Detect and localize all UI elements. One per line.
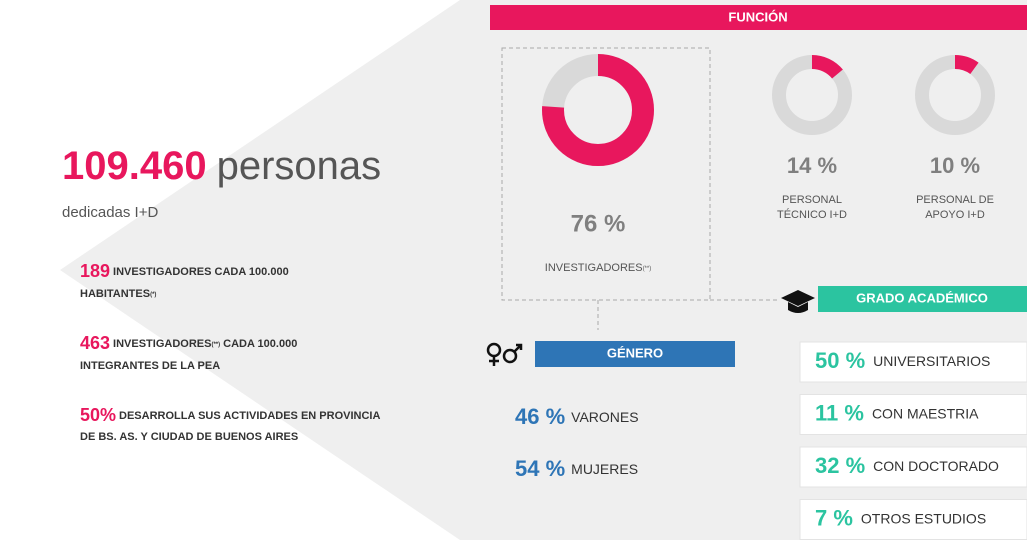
grado-name: CON MAESTRIA	[872, 405, 979, 421]
grado-row	[799, 341, 1027, 383]
background-shape	[60, 0, 1027, 540]
headline-caption: dedicadas I+D	[62, 204, 158, 221]
stat: HABITANTES(*)	[80, 288, 156, 300]
stat-text: CADA 100.000	[223, 338, 297, 350]
genero-percent: 54 %	[515, 456, 565, 481]
donut-arc	[915, 55, 995, 135]
stat-number: 463	[80, 333, 110, 353]
headline-unit: personas	[217, 144, 382, 188]
function-name: PERSONAL DE	[916, 194, 994, 206]
grado-row	[799, 499, 1027, 540]
headline-number: 109.460	[62, 144, 207, 188]
stat-text: INTEGRANTES DE LA PEA	[80, 360, 220, 372]
stat: 463 INVESTIGADORES(**) CADA 100.000	[80, 333, 297, 353]
function-name: INVESTIGADORES(**)	[545, 262, 651, 274]
stat-text: INVESTIGADORES	[113, 338, 211, 350]
function-name-text: APOYO I+D	[925, 209, 985, 221]
stat-text: INVESTIGADORES CADA 100.000	[113, 266, 289, 278]
function-name-text: PERSONAL	[782, 194, 842, 206]
genero-name: VARONES	[571, 409, 638, 425]
stat-text: DESARROLLA SUS ACTIVIDADES EN PROVINCIA	[119, 410, 380, 422]
donut-arc	[772, 55, 852, 135]
grado-row	[799, 446, 1027, 488]
function-name: PERSONAL	[782, 194, 842, 206]
function-note: (**)	[643, 266, 652, 272]
headline: 109.460 personas	[62, 144, 381, 188]
cap-icon	[781, 290, 815, 313]
gender-icon	[486, 342, 523, 366]
grado-item: 50 % UNIVERSITARIOS	[815, 348, 990, 373]
grado-name: CON DOCTORADO	[873, 458, 999, 474]
grado-percent: 7 %	[815, 505, 853, 530]
stat-text: DE BS. AS. Y CIUDAD DE BUENOS AIRES	[80, 431, 298, 443]
grado-percent: 32 %	[815, 453, 865, 478]
genero-item: 54 % MUJERES	[515, 456, 638, 481]
grado-row	[799, 394, 1027, 435]
percent: 14 %	[787, 153, 837, 178]
grado-name: OTROS ESTUDIOS	[861, 510, 986, 526]
funcion-title: FUNCIÓN	[728, 9, 787, 24]
grado-item: 7 % OTROS ESTUDIOS	[815, 505, 986, 530]
grado-title: GRADO ACADÉMICO	[856, 290, 988, 305]
genero-item: 46 % VARONES	[515, 404, 639, 429]
percent: 10 %	[930, 153, 980, 178]
connector	[597, 299, 780, 330]
function-name: TÉCNICO I+D	[777, 208, 847, 221]
stat-note: (**)	[211, 342, 220, 348]
grado-item: 11 % CON MAESTRIA	[815, 400, 979, 425]
dashed-box	[501, 47, 711, 301]
genero-name: MUJERES	[571, 461, 638, 477]
percent: 76 %	[571, 210, 626, 237]
stat-text: HABITANTES	[80, 288, 150, 300]
stat: 50% DESARROLLA SUS ACTIVIDADES EN PROVINC…	[80, 405, 380, 425]
function-name-text: INVESTIGADORES	[545, 262, 643, 274]
stat-note: (*)	[150, 292, 156, 298]
function-name: APOYO I+D	[925, 209, 985, 221]
stat-number: 189	[80, 261, 110, 281]
grado-item: 32 % CON DOCTORADO	[815, 453, 999, 478]
genero-percent: 46 %	[515, 404, 565, 429]
grado-bar	[818, 286, 1027, 312]
genero-title: GÉNERO	[607, 345, 663, 360]
genero-bar	[535, 341, 735, 367]
stat-number: 50%	[80, 405, 116, 425]
grado-name: UNIVERSITARIOS	[873, 353, 990, 369]
grado-percent: 50 %	[815, 348, 865, 373]
function-name-text: TÉCNICO I+D	[777, 208, 847, 221]
funcion-bar	[490, 5, 1027, 30]
donut-arc	[542, 54, 654, 166]
stat: 189 INVESTIGADORES CADA 100.000	[80, 261, 289, 281]
function-name-text: PERSONAL DE	[916, 194, 994, 206]
grado-percent: 11 %	[815, 400, 864, 425]
